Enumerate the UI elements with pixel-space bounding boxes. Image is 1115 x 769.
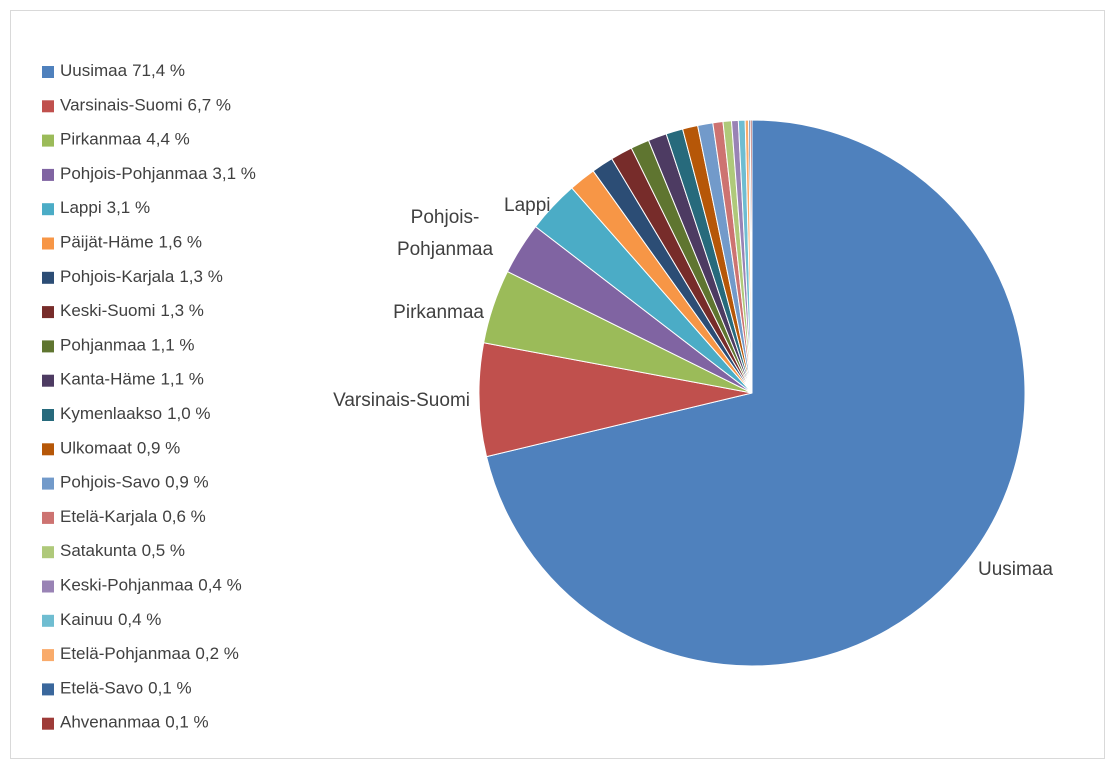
legend-value: 0,4 % xyxy=(118,610,161,629)
legend-entry: Pohjois-Karjala 1,3 % xyxy=(60,267,223,286)
legend-swatch xyxy=(42,374,54,387)
legend-entry: Etelä-Savo 0,1 % xyxy=(60,679,192,698)
legend-swatch xyxy=(42,237,54,250)
legend-swatch xyxy=(42,203,54,216)
legend-entry: Varsinais-Suomi 6,7 % xyxy=(60,96,231,115)
legend-entry: Ahvenanmaa 0,1 % xyxy=(60,713,209,732)
legend-swatch xyxy=(42,649,54,662)
legend-value: 0,1 % xyxy=(148,679,191,698)
legend-swatch xyxy=(42,306,54,319)
legend-entry: Kainuu 0,4 % xyxy=(60,610,161,629)
legend-entry: Pirkanmaa 4,4 % xyxy=(60,130,190,149)
legend-swatch xyxy=(42,580,54,593)
legend-entry: Ulkomaat 0,9 % xyxy=(60,439,180,458)
legend-value: 71,4 % xyxy=(132,61,185,80)
slice-label: Lappi xyxy=(504,195,551,216)
legend-swatch xyxy=(42,271,54,284)
legend-entry: Keski-Suomi 1,3 % xyxy=(60,302,204,321)
legend-name: Pohjois-Pohjanmaa xyxy=(60,164,208,183)
legend-entry: Pohjois-Savo 0,9 % xyxy=(60,473,209,492)
legend-value: 0,1 % xyxy=(165,713,208,732)
slice-label: Varsinais-Suomi xyxy=(333,390,470,411)
legend-swatch xyxy=(42,134,54,147)
legend-entry: Uusimaa 71,4 % xyxy=(60,61,185,80)
pie-slice xyxy=(485,119,1026,667)
slice-label: Pirkanmaa xyxy=(393,302,484,323)
legend-value: 1,0 % xyxy=(167,404,210,423)
legend-entry: Pohjois-Pohjanmaa 3,1 % xyxy=(60,164,256,183)
legend-swatch xyxy=(42,409,54,421)
slice-label: Uusimaa xyxy=(978,559,1053,580)
legend-entry: Pohjanmaa 1,1 % xyxy=(60,336,195,355)
legend-value: 0,9 % xyxy=(165,473,208,492)
legend-value: 0,4 % xyxy=(198,576,241,595)
legend-name: Keski-Suomi xyxy=(60,302,155,321)
pie-slice xyxy=(749,119,753,394)
legend-value: 1,1 % xyxy=(151,336,194,355)
legend-swatch xyxy=(42,477,54,490)
legend-value: 1,6 % xyxy=(159,233,202,252)
legend-entry: Etelä-Karjala 0,6 % xyxy=(60,507,206,526)
legend-swatch xyxy=(42,683,54,696)
legend-name: Etelä-Karjala xyxy=(60,507,158,526)
legend-value: 6,7 % xyxy=(188,96,231,115)
slice-label: Pohjois-Pohjanmaa xyxy=(397,207,494,260)
legend-value: 4,4 % xyxy=(146,130,189,149)
legend-entry: Etelä-Pohjanmaa 0,2 % xyxy=(60,645,239,664)
legend-name: Ahvenanmaa xyxy=(60,713,161,732)
legend-value: 0,2 % xyxy=(195,645,238,664)
legend-value: 1,3 % xyxy=(179,267,222,286)
legend-value: 3,1 % xyxy=(212,164,255,183)
legend-entry: Keski-Pohjanmaa 0,4 % xyxy=(60,576,242,595)
legend-name: Pohjanmaa xyxy=(60,336,147,355)
legend-value: 0,9 % xyxy=(137,439,180,458)
legend-value: 0,5 % xyxy=(142,542,185,561)
legend-name: Pohjois-Karjala xyxy=(60,267,175,286)
legend-name: Keski-Pohjanmaa xyxy=(60,576,194,595)
legend-swatch xyxy=(42,546,54,559)
legend-swatch xyxy=(42,100,54,113)
legend-entry: Kanta-Häme 1,1 % xyxy=(60,370,204,389)
pie-slice xyxy=(478,342,753,458)
legend-entry: Satakunta 0,5 % xyxy=(60,542,185,561)
legend-name: Ulkomaat xyxy=(60,439,132,458)
legend-name: Kymenlaakso xyxy=(60,404,162,423)
legend-entry: Lappi 3,1 % xyxy=(60,199,150,218)
legend-swatch xyxy=(42,168,54,181)
legend-swatch xyxy=(42,340,54,353)
legend-name: Etelä-Pohjanmaa xyxy=(60,645,191,664)
legend-swatch xyxy=(42,614,54,627)
legend-swatch xyxy=(42,443,54,456)
legend-swatch xyxy=(42,717,54,730)
legend-name: Pohjois-Savo xyxy=(60,473,160,492)
legend-name: Satakunta xyxy=(60,542,137,561)
legend-name: Kainuu xyxy=(60,610,113,629)
legend-value: 1,1 % xyxy=(160,370,203,389)
legend-name: Varsinais-Suomi xyxy=(60,96,183,115)
legend-name: Pirkanmaa xyxy=(60,130,142,149)
legend-value: 0,6 % xyxy=(162,507,205,526)
legend-name: Etelä-Savo xyxy=(60,679,143,698)
legend-name: Lappi xyxy=(60,199,102,218)
legend-swatch xyxy=(42,511,54,524)
legend-entry: Kymenlaakso 1,0 % xyxy=(60,404,211,423)
legend-entry: Päijät-Häme 1,6 % xyxy=(60,233,202,252)
legend-swatch xyxy=(42,66,54,78)
legend-name: Kanta-Häme xyxy=(60,370,155,389)
legend-name: Uusimaa xyxy=(60,61,128,80)
legend-name: Päijät-Häme xyxy=(60,233,154,252)
legend-value: 1,3 % xyxy=(160,302,203,321)
legend-value: 3,1 % xyxy=(107,199,150,218)
